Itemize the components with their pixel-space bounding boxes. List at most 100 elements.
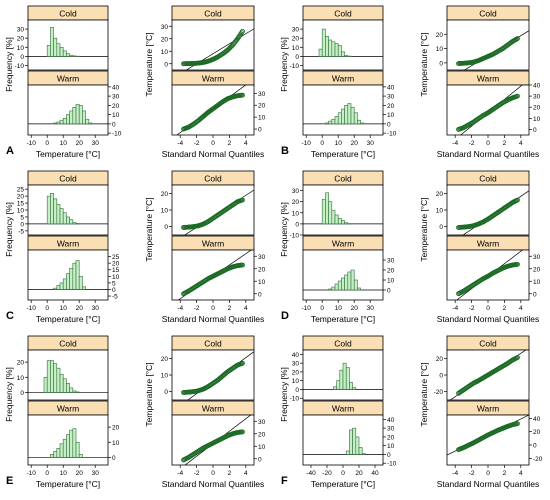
histogram-bar bbox=[85, 118, 90, 125]
histogram-bar bbox=[344, 105, 349, 125]
histogram-bar bbox=[72, 222, 77, 225]
x-tick-label: 20 bbox=[351, 140, 359, 147]
x-tick-label: -10 bbox=[26, 305, 36, 312]
histogram-bar bbox=[62, 118, 67, 125]
quantile-point bbox=[515, 355, 520, 360]
x-tick-label: -2 bbox=[469, 305, 475, 312]
histogram-bar bbox=[337, 280, 342, 291]
x-tick-label: 20 bbox=[76, 140, 84, 147]
histogram-bar bbox=[46, 45, 51, 57]
x-axis-label: Standard Normal Quantiles bbox=[162, 149, 265, 159]
y-tick-label: 0 bbox=[439, 373, 443, 380]
x-axis-label: Temperature [°C] bbox=[311, 479, 375, 489]
y-tick-label: 0 bbox=[533, 443, 537, 450]
histogram-bar bbox=[341, 108, 345, 125]
histogram-bar bbox=[78, 454, 83, 458]
y-tick-label: 5 bbox=[20, 214, 24, 221]
histogram-bar bbox=[69, 268, 74, 290]
histogram-bar bbox=[78, 276, 83, 290]
y-tick-label: 0 bbox=[20, 221, 24, 228]
strip-label: Warm bbox=[332, 74, 354, 84]
y-tick-label: 0 bbox=[164, 61, 168, 68]
x-tick-label: 30 bbox=[92, 470, 100, 477]
y-tick-label: 30 bbox=[533, 254, 541, 261]
strip-label: Warm bbox=[57, 74, 79, 84]
y-tick-label: 40 bbox=[292, 352, 300, 359]
y-tick-label: -5 bbox=[112, 294, 118, 301]
plot-area bbox=[181, 415, 252, 465]
histogram-bar bbox=[360, 122, 365, 125]
x-tick-label: 0 bbox=[45, 140, 49, 147]
histogram-bar bbox=[344, 222, 349, 225]
plot-frame bbox=[27, 19, 109, 71]
x-axis-label: Temperature [°C] bbox=[36, 314, 100, 324]
y-tick-label: 0 bbox=[533, 127, 537, 134]
quantile-point bbox=[515, 93, 520, 99]
x-tick-label: 10 bbox=[335, 140, 343, 147]
x-tick-label: 30 bbox=[367, 140, 375, 147]
histogram-bar bbox=[62, 378, 67, 393]
x-tick-label: 10 bbox=[335, 305, 343, 312]
y-tick-label: 0 bbox=[295, 221, 299, 228]
strip-label: Cold bbox=[59, 9, 77, 19]
x-tick-label: 4 bbox=[244, 305, 248, 312]
histogram-bar bbox=[334, 214, 339, 225]
y-tick-label: 20 bbox=[387, 103, 395, 110]
y-tick-label: 10 bbox=[258, 444, 266, 451]
y-tick-label: 30 bbox=[387, 94, 395, 101]
x-axis-label: Temperature [°C] bbox=[311, 314, 375, 324]
histogram-bar bbox=[56, 367, 61, 393]
y-tick-label: 20 bbox=[436, 356, 444, 363]
histogram-bar bbox=[349, 429, 353, 455]
plot-frame bbox=[27, 184, 109, 236]
x-tick-label: -4 bbox=[177, 305, 183, 312]
qq-plot: Cold 0 10 20 Warm 0 10 20 30 -4 -2 0 2 4 Standard Norm… bbox=[144, 335, 266, 489]
histogram-bar bbox=[357, 287, 361, 291]
histogram-bar bbox=[336, 380, 341, 390]
y-tick-label: -20 bbox=[533, 456, 543, 463]
plot-area bbox=[28, 260, 108, 290]
strip-label: Cold bbox=[334, 9, 352, 19]
x-tick-label: 2 bbox=[228, 470, 232, 477]
y-axis-label: Frequency [%] bbox=[4, 202, 14, 257]
strip-label: Warm bbox=[477, 74, 499, 84]
y-tick-label: 25 bbox=[17, 187, 25, 194]
y-tick-label: 10 bbox=[533, 279, 541, 286]
histogram-bar bbox=[72, 390, 77, 393]
plot-area bbox=[28, 26, 108, 57]
y-tick-label: 20 bbox=[161, 356, 169, 363]
histogram-bar bbox=[62, 278, 67, 290]
y-tick-label: 20 bbox=[436, 191, 444, 198]
y-tick-label: 20 bbox=[112, 103, 120, 110]
y-tick-label: 20 bbox=[533, 105, 541, 112]
plot-area bbox=[176, 85, 247, 135]
strip-label: Warm bbox=[57, 404, 79, 414]
plot-area bbox=[303, 103, 383, 125]
strip-label: Cold bbox=[204, 9, 222, 19]
x-tick-label: 0 bbox=[45, 305, 49, 312]
y-tick-label: 30 bbox=[387, 426, 395, 433]
x-tick-label: -2 bbox=[194, 305, 200, 312]
y-tick-label: 30 bbox=[292, 361, 300, 368]
x-tick-label: 40 bbox=[371, 470, 379, 477]
histogram-bar bbox=[59, 373, 64, 393]
y-tick-label: 10 bbox=[292, 210, 300, 217]
plot-area bbox=[181, 28, 254, 70]
y-tick-label: 40 bbox=[533, 416, 541, 423]
strip-label: Warm bbox=[202, 74, 224, 84]
panel-letter: F bbox=[281, 475, 288, 487]
histogram-bar bbox=[69, 387, 74, 393]
plot-area bbox=[28, 193, 108, 225]
histogram-bar bbox=[59, 282, 64, 290]
y-tick-label: 20 bbox=[292, 369, 300, 376]
x-tick-label: -40 bbox=[306, 470, 316, 477]
x-tick-label: -4 bbox=[452, 140, 458, 147]
y-tick-label: 0 bbox=[439, 224, 443, 231]
x-tick-label: 30 bbox=[92, 305, 100, 312]
y-tick-label: 0 bbox=[20, 390, 24, 397]
plot-area bbox=[456, 30, 529, 70]
strip-label: Warm bbox=[332, 404, 354, 414]
strip-label: Warm bbox=[202, 404, 224, 414]
